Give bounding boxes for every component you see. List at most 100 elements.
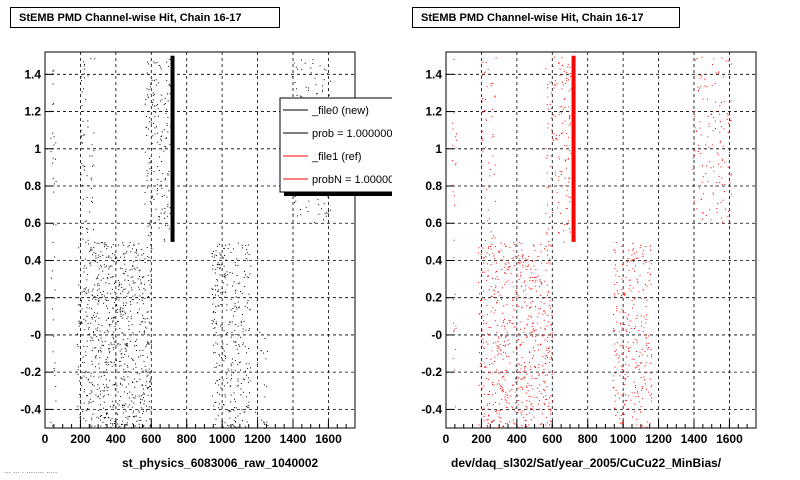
data-point <box>548 408 550 410</box>
data-point <box>537 275 539 277</box>
data-point <box>728 210 729 212</box>
data-point <box>233 409 235 411</box>
data-point <box>119 361 121 362</box>
data-point <box>613 386 615 388</box>
data-point <box>267 425 269 427</box>
data-point <box>166 122 168 124</box>
data-point <box>158 219 160 221</box>
data-point <box>613 313 614 315</box>
data-point <box>250 367 251 369</box>
data-point <box>84 329 86 331</box>
data-point <box>230 401 232 403</box>
data-point <box>118 365 120 367</box>
data-point <box>722 159 723 161</box>
x-tick-label: 1000 <box>209 432 236 446</box>
data-point <box>246 252 248 254</box>
data-point <box>247 302 248 304</box>
data-point <box>560 212 562 214</box>
data-point <box>131 268 133 270</box>
data-point <box>226 309 228 311</box>
data-point <box>138 286 140 288</box>
data-point <box>265 386 267 388</box>
data-point <box>89 424 91 426</box>
data-point <box>564 98 566 100</box>
data-point <box>248 254 250 255</box>
data-point <box>149 86 151 88</box>
data-point <box>500 249 502 251</box>
data-point <box>561 56 563 58</box>
data-point <box>228 411 230 413</box>
data-point <box>128 329 130 330</box>
data-point <box>119 350 121 352</box>
data-point <box>484 110 485 112</box>
data-point <box>107 331 109 333</box>
data-point <box>137 278 139 280</box>
data-point <box>327 212 329 214</box>
data-point <box>495 392 496 394</box>
data-point <box>226 271 228 273</box>
data-point <box>492 155 494 157</box>
data-point <box>643 260 645 262</box>
legend-box <box>279 97 396 193</box>
data-point <box>328 211 329 213</box>
data-point <box>117 414 119 416</box>
data-point <box>520 321 522 323</box>
data-point <box>92 197 93 199</box>
data-point <box>532 260 533 262</box>
data-point <box>77 366 79 368</box>
data-point <box>148 387 149 389</box>
data-point <box>630 327 632 329</box>
data-point <box>140 355 142 357</box>
data-point <box>490 358 492 360</box>
data-point <box>530 302 532 304</box>
data-point <box>530 404 532 406</box>
data-point <box>136 249 137 251</box>
legend-entry-label: probN = 1.000000 <box>312 174 400 186</box>
data-point <box>98 284 100 286</box>
data-point <box>620 345 622 347</box>
data-point <box>214 327 216 329</box>
data-point <box>614 330 616 332</box>
data-point <box>718 175 720 177</box>
data-point <box>506 372 508 373</box>
data-point <box>168 84 170 86</box>
data-point <box>96 330 98 331</box>
data-point <box>125 416 127 418</box>
data-point <box>90 322 92 324</box>
data-point <box>627 314 629 316</box>
data-point <box>643 376 645 378</box>
data-point <box>125 252 127 254</box>
data-point <box>263 421 265 423</box>
data-point <box>500 387 501 389</box>
data-point <box>483 362 485 364</box>
data-point <box>141 384 143 386</box>
data-point <box>136 345 138 347</box>
data-point <box>618 276 620 278</box>
data-point <box>510 273 512 274</box>
data-point <box>50 421 52 423</box>
data-point <box>559 68 561 70</box>
data-point <box>240 324 242 326</box>
data-point <box>504 266 506 268</box>
data-point <box>92 298 94 300</box>
data-point <box>135 256 137 258</box>
data-point <box>82 238 84 240</box>
data-point <box>149 117 151 119</box>
data-point <box>635 317 637 319</box>
data-point <box>113 348 114 350</box>
data-point <box>699 121 701 123</box>
data-point <box>102 421 104 423</box>
data-point <box>124 348 126 350</box>
data-point <box>133 261 135 263</box>
data-point <box>511 389 513 390</box>
data-point <box>266 350 268 352</box>
data-point <box>86 315 88 317</box>
data-point <box>229 321 230 323</box>
data-point <box>549 103 551 105</box>
data-point <box>642 253 644 255</box>
data-point <box>614 252 616 254</box>
data-point <box>249 380 251 382</box>
data-point <box>235 264 236 266</box>
data-point <box>491 238 493 239</box>
data-point <box>451 184 453 186</box>
